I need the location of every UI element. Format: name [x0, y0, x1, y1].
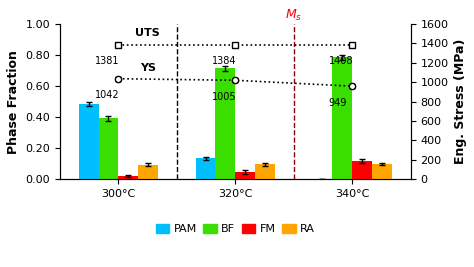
Text: 949: 949: [329, 98, 347, 108]
Y-axis label: Eng. Stress (MPa): Eng. Stress (MPa): [454, 39, 467, 164]
Text: 1005: 1005: [212, 92, 237, 102]
Bar: [99, 119, 118, 179]
Bar: [235, 172, 255, 179]
Text: 1042: 1042: [95, 90, 119, 100]
Bar: [196, 158, 216, 179]
Bar: [216, 68, 235, 179]
Text: 1408: 1408: [329, 56, 353, 66]
Legend: PAM, BF, FM, RA: PAM, BF, FM, RA: [151, 219, 319, 239]
Bar: [255, 164, 275, 179]
Text: 1384: 1384: [212, 56, 237, 66]
Text: $M_s$: $M_s$: [285, 7, 302, 22]
Bar: [138, 165, 158, 179]
Y-axis label: Phase Fraction: Phase Fraction: [7, 50, 20, 154]
Bar: [372, 164, 392, 179]
Text: UTS: UTS: [135, 28, 160, 38]
Bar: [332, 57, 352, 179]
Text: 1381: 1381: [95, 56, 119, 66]
Bar: [118, 176, 138, 179]
Text: YS: YS: [140, 62, 155, 73]
Bar: [352, 161, 372, 179]
Bar: [79, 104, 99, 179]
